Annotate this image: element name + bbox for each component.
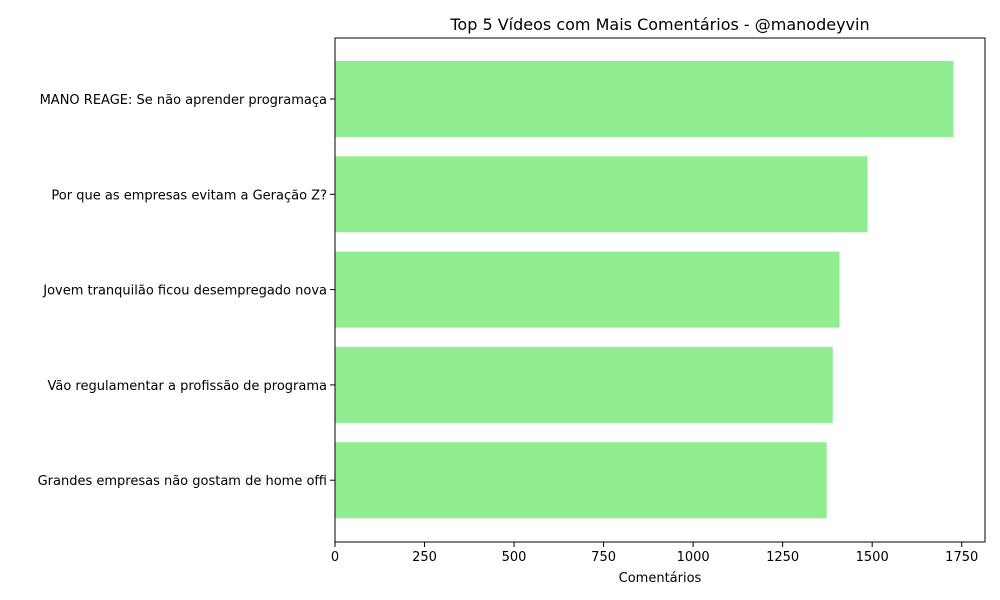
category-label: Por que as empresas evitam a Geração Z? xyxy=(51,188,327,203)
x-tick-label: 0 xyxy=(331,550,339,565)
bar xyxy=(335,61,954,137)
x-tick-label: 1750 xyxy=(945,550,978,565)
bar xyxy=(335,346,833,423)
bars-layer xyxy=(335,61,954,519)
plot-frame xyxy=(334,37,986,543)
x-axis-label: Comentários xyxy=(619,571,702,586)
x-tick-label: 1000 xyxy=(677,550,710,565)
bar xyxy=(335,251,840,328)
category-label: Grandes empresas não gostam de home offi xyxy=(38,474,327,489)
axes-frame xyxy=(334,37,986,543)
category-label: Vão regulamentar a profissão de programa xyxy=(48,379,328,394)
category-label: Jovem tranquilão ficou desempregado nova xyxy=(42,284,327,299)
chart-title: Top 5 Vídeos com Mais Comentários - @man… xyxy=(449,15,869,34)
x-tick-label: 1250 xyxy=(766,550,799,565)
bar xyxy=(335,442,827,519)
x-tick-label: 750 xyxy=(591,550,616,565)
x-tick-label: 1500 xyxy=(856,550,889,565)
x-tick-label: 500 xyxy=(502,550,527,565)
x-tick-label: 250 xyxy=(412,550,437,565)
x-axis-ticks: 0 250 500 750 1000 1250 1500 1750 xyxy=(331,542,978,565)
category-label: MANO REAGE: Se não aprender programaça xyxy=(40,93,327,108)
category-labels: MANO REAGE: Se não aprender programaça Po… xyxy=(38,93,335,489)
bar xyxy=(335,156,868,233)
